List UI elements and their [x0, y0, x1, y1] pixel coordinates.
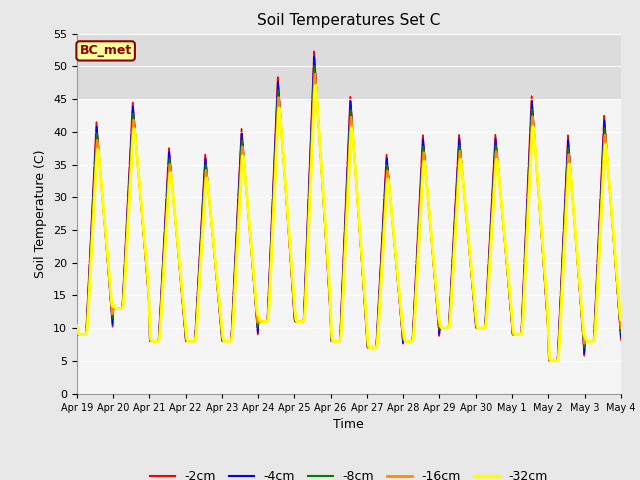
- Title: Soil Temperatures Set C: Soil Temperatures Set C: [257, 13, 440, 28]
- Legend: -2cm, -4cm, -8cm, -16cm, -32cm: -2cm, -4cm, -8cm, -16cm, -32cm: [145, 465, 553, 480]
- Y-axis label: Soil Temperature (C): Soil Temperature (C): [35, 149, 47, 278]
- Text: BC_met: BC_met: [79, 44, 132, 58]
- X-axis label: Time: Time: [333, 418, 364, 431]
- Bar: [77, 34, 621, 99]
